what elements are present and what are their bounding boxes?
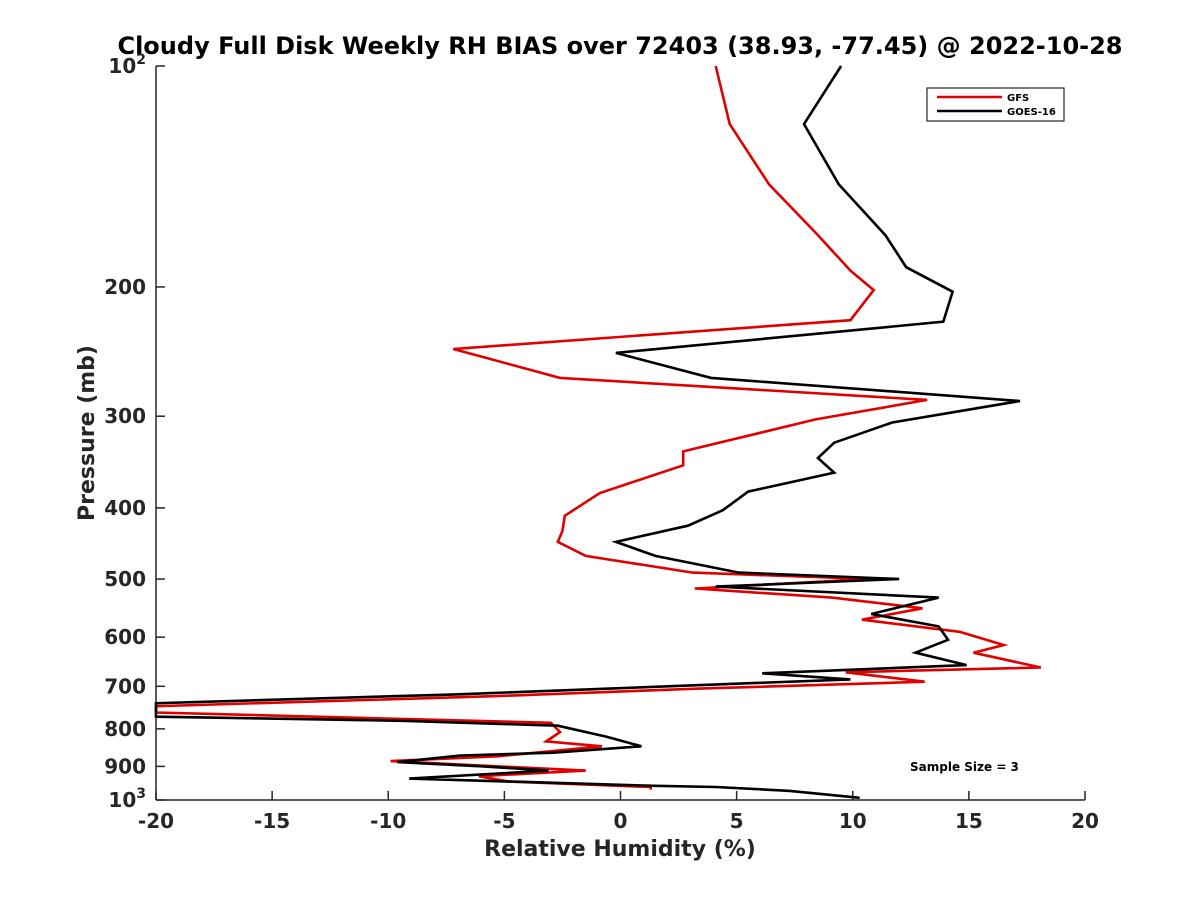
legend: GFS GOES-16 [926,87,1065,122]
y-tick-label: 102 [108,52,146,78]
y-axis-title: Pressure (mb) [75,345,100,521]
y-tick-label: 103 [108,786,146,812]
legend-box [926,87,1065,122]
y-tick-label: 500 [104,567,146,591]
x-tick-label: -20 [138,809,174,833]
sample-size-annotation: Sample Size = 3 [910,760,1019,774]
x-tick-label: 20 [1071,809,1099,833]
legend-label: GOES-16 [1007,107,1056,118]
data-series [154,65,1042,800]
y-tick-label: 900 [104,754,146,778]
y-tick-label: 800 [104,717,146,741]
y-tick-label: 600 [104,625,146,649]
x-tick-label: -10 [370,809,406,833]
x-tick-label: 15 [955,809,983,833]
series-line-goes-16 [154,65,1021,800]
x-tick-label: 10 [839,809,867,833]
x-axis-title: Relative Humidity (%) [484,837,756,862]
x-tick-label: 0 [614,809,628,833]
x-tick-label: -5 [493,809,515,833]
y-tick-label: 400 [104,496,146,520]
axes: -20 -15 -10 -5 0 5 10 15 20 102 200 300 400 500 600 700… [104,52,1099,833]
legend-label: GFS [1007,93,1029,104]
x-tick-label: 5 [730,809,744,833]
y-tick-label: 700 [104,674,146,698]
series-line-gfs [154,65,1042,790]
x-tick-label: -15 [254,809,290,833]
y-tick-label: 300 [104,404,146,428]
chart-title: Cloudy Full Disk Weekly RH BIAS over 724… [117,32,1122,60]
y-tick-label: 200 [104,275,146,299]
